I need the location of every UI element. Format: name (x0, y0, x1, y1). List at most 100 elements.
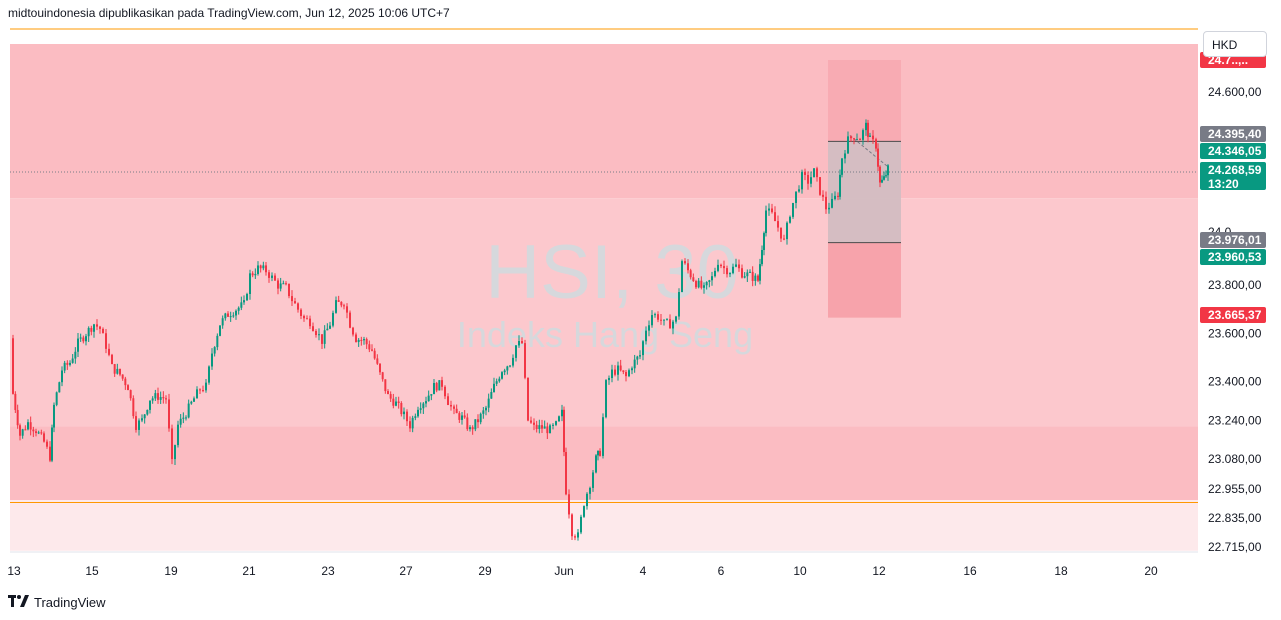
candle-body (346, 306, 348, 313)
candle-body (268, 272, 270, 278)
candle-body (469, 427, 471, 430)
candle-body (768, 208, 770, 211)
candle-body (40, 432, 43, 434)
reward-filled-area (828, 141, 901, 243)
candle-body (714, 270, 716, 277)
candle-body (199, 389, 201, 391)
candle-body (675, 316, 677, 322)
candle-body (141, 418, 143, 421)
candle-body (343, 305, 345, 307)
candle-body (474, 419, 477, 430)
candle-body (561, 409, 563, 417)
candle-body (349, 312, 351, 328)
candle-body (157, 393, 159, 400)
candle-body (881, 179, 883, 183)
candle-body (309, 318, 311, 327)
candle-body (636, 356, 639, 360)
candle-body (732, 266, 734, 274)
candle-body (533, 422, 535, 425)
time-axis[interactable]: 13 15 19 21 23 27 29 Jun 4 6 10 12 16 18 20 (7, 564, 1158, 578)
candle-body (265, 265, 267, 273)
candle-body (146, 409, 149, 415)
candle-body (834, 195, 836, 200)
candle-body (611, 369, 613, 379)
candle-body (455, 408, 458, 414)
candle-body (687, 263, 689, 271)
candle-body (786, 222, 788, 240)
candle-body (549, 425, 551, 434)
candle-body (777, 221, 779, 228)
short-position-tool[interactable] (828, 60, 901, 318)
candle-body (774, 212, 776, 222)
candle-body (608, 378, 610, 381)
candle-body (63, 362, 66, 371)
candle-body (583, 506, 585, 517)
candle-body (844, 153, 846, 159)
candle-body (681, 261, 683, 293)
candle-body (657, 314, 659, 320)
candle-body (368, 344, 371, 350)
price-zones (10, 28, 1198, 551)
candle-body (837, 195, 839, 197)
candle-body (216, 335, 219, 348)
candle-body (466, 417, 469, 430)
candle-body (438, 380, 441, 391)
candle-body (751, 271, 754, 281)
candle-body (406, 411, 408, 422)
candle-body (96, 324, 98, 327)
candle-body (867, 122, 869, 137)
price-label-tag (1200, 249, 1266, 265)
candle-body (99, 326, 101, 329)
time-tick-label: 16 (963, 564, 977, 578)
candle-body (168, 399, 170, 429)
candle-body (288, 283, 290, 297)
candles (12, 119, 889, 541)
target-area (828, 242, 901, 318)
candle-body (856, 139, 858, 141)
candle-body (622, 370, 625, 373)
projection-line (849, 135, 889, 168)
candle-body (678, 292, 680, 317)
candle-body (780, 227, 782, 239)
tradingview-brand: TradingView (34, 594, 106, 610)
price-tick-label: 23.400,00 (1208, 375, 1262, 389)
candle-body (321, 334, 323, 344)
candle-body (411, 417, 414, 429)
candle-body (243, 300, 245, 303)
candle-body (251, 273, 254, 276)
candle-body (211, 353, 213, 367)
price-label-tag (1200, 307, 1266, 323)
candle-body (535, 424, 538, 430)
candle-body (202, 390, 204, 392)
candle-body (326, 328, 329, 331)
candle-body (208, 366, 210, 383)
candle-body (14, 393, 17, 410)
candle-body (196, 389, 198, 399)
watermark-name: Indeks Hang Seng (457, 314, 753, 355)
candle-body (801, 171, 803, 190)
candle-body (246, 293, 248, 301)
candle-body (355, 334, 357, 343)
candle-body (151, 398, 154, 401)
currency-button[interactable]: HKD (1203, 31, 1267, 57)
price-tick-label: 22.715,00 (1208, 540, 1262, 554)
time-tick-label: 13 (7, 564, 21, 578)
candle-body (771, 208, 773, 213)
candle-body (77, 338, 79, 352)
price-axis[interactable]: 24.600,00 23.800,00 23.600,00 23.400,00 23.2… (1199, 29, 1281, 559)
candle-body (257, 265, 259, 274)
candle-body (318, 334, 320, 336)
candle-body (384, 379, 387, 392)
publisher-header: midtouindonesia dipublikasikan pada Trad… (8, 6, 450, 20)
candle-body (187, 403, 190, 418)
candle-body (323, 330, 326, 344)
time-tick-label: 21 (242, 564, 256, 578)
candle-body (666, 319, 668, 321)
candle-body (463, 415, 466, 418)
candle-body (403, 411, 405, 415)
candle-body (376, 358, 379, 364)
candle-body (461, 415, 463, 420)
candle-body (479, 413, 482, 423)
candle-body (409, 421, 411, 429)
